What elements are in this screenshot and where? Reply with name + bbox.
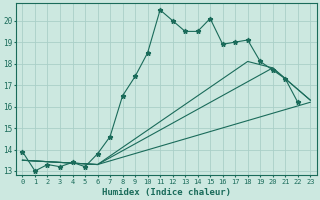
X-axis label: Humidex (Indice chaleur): Humidex (Indice chaleur) [102, 188, 231, 197]
